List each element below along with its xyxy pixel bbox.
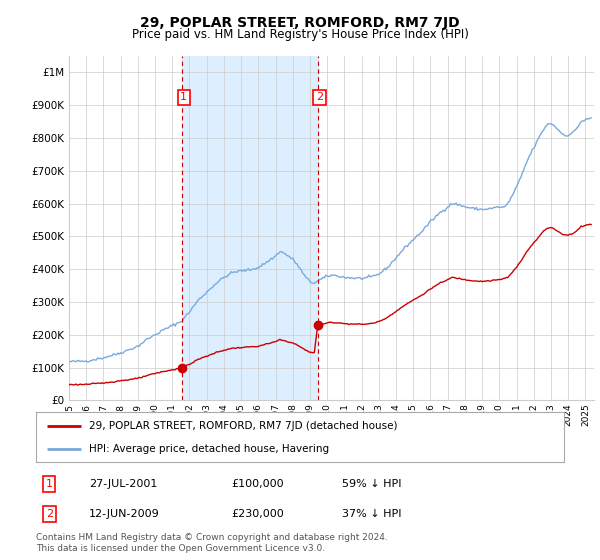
Text: 29, POPLAR STREET, ROMFORD, RM7 7JD: 29, POPLAR STREET, ROMFORD, RM7 7JD — [140, 16, 460, 30]
Text: 2: 2 — [46, 509, 53, 519]
Text: Contains HM Land Registry data © Crown copyright and database right 2024.
This d: Contains HM Land Registry data © Crown c… — [36, 533, 388, 553]
Text: 37% ↓ HPI: 37% ↓ HPI — [342, 509, 402, 519]
Text: £100,000: £100,000 — [232, 479, 284, 489]
Text: 29, POPLAR STREET, ROMFORD, RM7 7JD (detached house): 29, POPLAR STREET, ROMFORD, RM7 7JD (det… — [89, 421, 397, 431]
Text: £230,000: £230,000 — [232, 509, 284, 519]
Text: HPI: Average price, detached house, Havering: HPI: Average price, detached house, Have… — [89, 445, 329, 454]
Text: 12-JUN-2009: 12-JUN-2009 — [89, 509, 160, 519]
Text: 1: 1 — [181, 92, 187, 102]
Bar — [182, 56, 318, 400]
Text: 59% ↓ HPI: 59% ↓ HPI — [342, 479, 402, 489]
Text: 2: 2 — [316, 92, 323, 102]
Text: 27-JUL-2001: 27-JUL-2001 — [89, 479, 157, 489]
Text: Price paid vs. HM Land Registry's House Price Index (HPI): Price paid vs. HM Land Registry's House … — [131, 28, 469, 41]
Text: 1: 1 — [46, 479, 53, 489]
